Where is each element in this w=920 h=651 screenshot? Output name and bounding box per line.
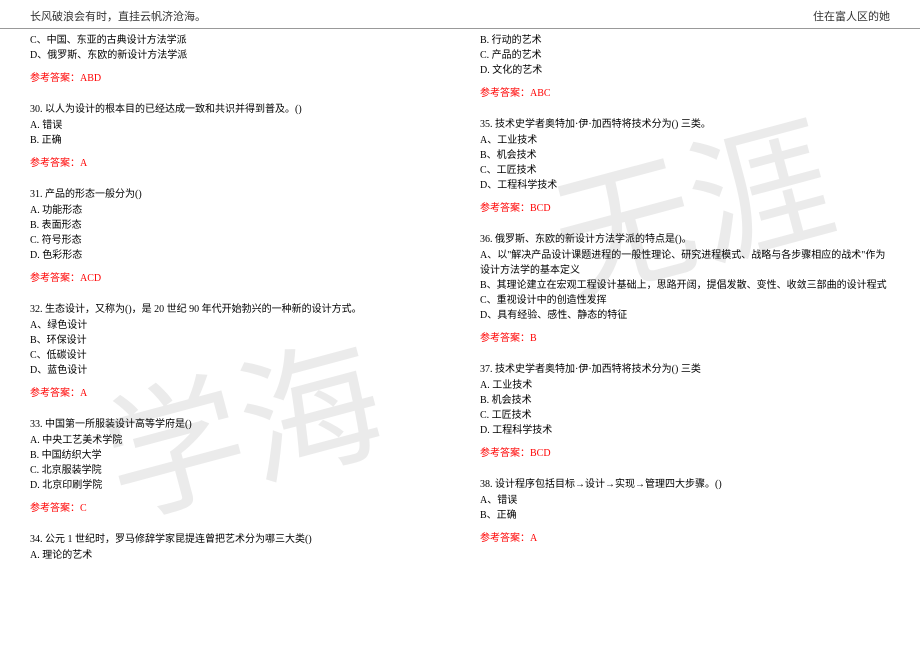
question-30: 30. 以人为设计的根本目的已经达成一致和共识并得到普及。() A. 错误 B.… (30, 102, 440, 171)
question-29-tail: C、中国、东亚的古典设计方法学派 D、俄罗斯、东欧的新设计方法学派 参考答案：A… (30, 33, 440, 86)
q37-option-d: D. 工程科学技术 (480, 423, 890, 438)
q33-option-d: D. 北京印刷学院 (30, 478, 440, 493)
left-column: C、中国、东亚的古典设计方法学派 D、俄罗斯、东欧的新设计方法学派 参考答案：A… (30, 29, 460, 579)
q31-text: 31. 产品的形态一般分为() (30, 187, 440, 202)
question-31: 31. 产品的形态一般分为() A. 功能形态 B. 表面形态 C. 符号形态 … (30, 187, 440, 286)
question-36: 36. 俄罗斯、东欧的新设计方法学派的特点是()。 A、以"解决产品设计课题进程… (480, 232, 890, 346)
q32-option-b: B、环保设计 (30, 333, 440, 348)
q36-option-a: A、以"解决产品设计课题进程的一般性理论、研究进程模式、战略与各步骤相应的战术"… (480, 248, 890, 278)
page-header: 长风破浪会有时，直挂云帆济沧海。 住在富人区的她 (0, 0, 920, 29)
q31-option-a: A. 功能形态 (30, 203, 440, 218)
q35-option-a: A、工业技术 (480, 133, 890, 148)
q33-text: 33. 中国第一所服装设计高等学府是() (30, 417, 440, 432)
question-35: 35. 技术史学者奥特加·伊·加西特将技术分为() 三类。 A、工业技术 B、机… (480, 117, 890, 216)
q30-option-b: B. 正确 (30, 133, 440, 148)
q32-answer: 参考答案：A (30, 386, 440, 401)
q36-option-b: B、其理论建立在宏观工程设计基础上，思路开阔，提倡发散、变性、收敛三部曲的设计程… (480, 278, 890, 293)
content-area: C、中国、东亚的古典设计方法学派 D、俄罗斯、东欧的新设计方法学派 参考答案：A… (0, 29, 920, 579)
q37-option-b: B. 机会技术 (480, 393, 890, 408)
q35-option-d: D、工程科学技术 (480, 178, 890, 193)
q29-option-d: D、俄罗斯、东欧的新设计方法学派 (30, 48, 440, 63)
q36-option-d: D、具有经验、感性、静态的特征 (480, 308, 890, 323)
q29-option-c: C、中国、东亚的古典设计方法学派 (30, 33, 440, 48)
q34-option-c: C. 产品的艺术 (480, 48, 890, 63)
q31-option-d: D. 色彩形态 (30, 248, 440, 263)
q32-option-c: C、低碳设计 (30, 348, 440, 363)
q36-option-c: C、重视设计中的创造性发挥 (480, 293, 890, 308)
q29-answer: 参考答案：ABD (30, 71, 440, 86)
q30-text: 30. 以人为设计的根本目的已经达成一致和共识并得到普及。() (30, 102, 440, 117)
question-37: 37. 技术史学者奥特加·伊·加西特将技术分为() 三类 A. 工业技术 B. … (480, 362, 890, 461)
question-34-head: 34. 公元 1 世纪时，罗马修辞学家昆提连曾把艺术分为哪三大类() A. 理论… (30, 532, 440, 563)
question-34-tail: B. 行动的艺术 C. 产品的艺术 D. 文化的艺术 参考答案：ABC (480, 33, 890, 101)
q36-text: 36. 俄罗斯、东欧的新设计方法学派的特点是()。 (480, 232, 890, 247)
q38-answer: 参考答案：A (480, 531, 890, 546)
q38-option-a: A、错误 (480, 493, 890, 508)
q33-option-c: C. 北京服装学院 (30, 463, 440, 478)
q32-option-a: A、绿色设计 (30, 318, 440, 333)
q37-text: 37. 技术史学者奥特加·伊·加西特将技术分为() 三类 (480, 362, 890, 377)
q37-answer: 参考答案：BCD (480, 446, 890, 461)
q33-option-b: B. 中国纺织大学 (30, 448, 440, 463)
q35-option-b: B、机会技术 (480, 148, 890, 163)
q31-answer: 参考答案：ACD (30, 271, 440, 286)
q37-option-c: C. 工匠技术 (480, 408, 890, 423)
question-38: 38. 设计程序包括目标→设计→实现→管理四大步骤。() A、错误 B、正确 参… (480, 477, 890, 546)
q34-option-d: D. 文化的艺术 (480, 63, 890, 78)
q34-option-b: B. 行动的艺术 (480, 33, 890, 48)
header-right-text: 住在富人区的她 (813, 8, 890, 24)
q38-text: 38. 设计程序包括目标→设计→实现→管理四大步骤。() (480, 477, 890, 492)
q34-answer: 参考答案：ABC (480, 86, 890, 101)
right-column: B. 行动的艺术 C. 产品的艺术 D. 文化的艺术 参考答案：ABC 35. … (460, 29, 890, 579)
q35-option-c: C、工匠技术 (480, 163, 890, 178)
q31-option-c: C. 符号形态 (30, 233, 440, 248)
q30-answer: 参考答案：A (30, 156, 440, 171)
q34-text: 34. 公元 1 世纪时，罗马修辞学家昆提连曾把艺术分为哪三大类() (30, 532, 440, 547)
header-left-quote: 长风破浪会有时，直挂云帆济沧海。 (30, 8, 206, 24)
q34-option-a: A. 理论的艺术 (30, 548, 440, 563)
q38-option-b: B、正确 (480, 508, 890, 523)
q33-answer: 参考答案：C (30, 501, 440, 516)
question-32: 32. 生态设计，又称为()，是 20 世纪 90 年代开始勃兴的一种新的设计方… (30, 302, 440, 401)
q36-answer: 参考答案：B (480, 331, 890, 346)
q33-option-a: A. 中央工艺美术学院 (30, 433, 440, 448)
q31-option-b: B. 表面形态 (30, 218, 440, 233)
q32-text: 32. 生态设计，又称为()，是 20 世纪 90 年代开始勃兴的一种新的设计方… (30, 302, 440, 317)
question-33: 33. 中国第一所服装设计高等学府是() A. 中央工艺美术学院 B. 中国纺织… (30, 417, 440, 516)
q32-option-d: D、蓝色设计 (30, 363, 440, 378)
q35-text: 35. 技术史学者奥特加·伊·加西特将技术分为() 三类。 (480, 117, 890, 132)
q37-option-a: A. 工业技术 (480, 378, 890, 393)
q30-option-a: A. 错误 (30, 118, 440, 133)
q35-answer: 参考答案：BCD (480, 201, 890, 216)
